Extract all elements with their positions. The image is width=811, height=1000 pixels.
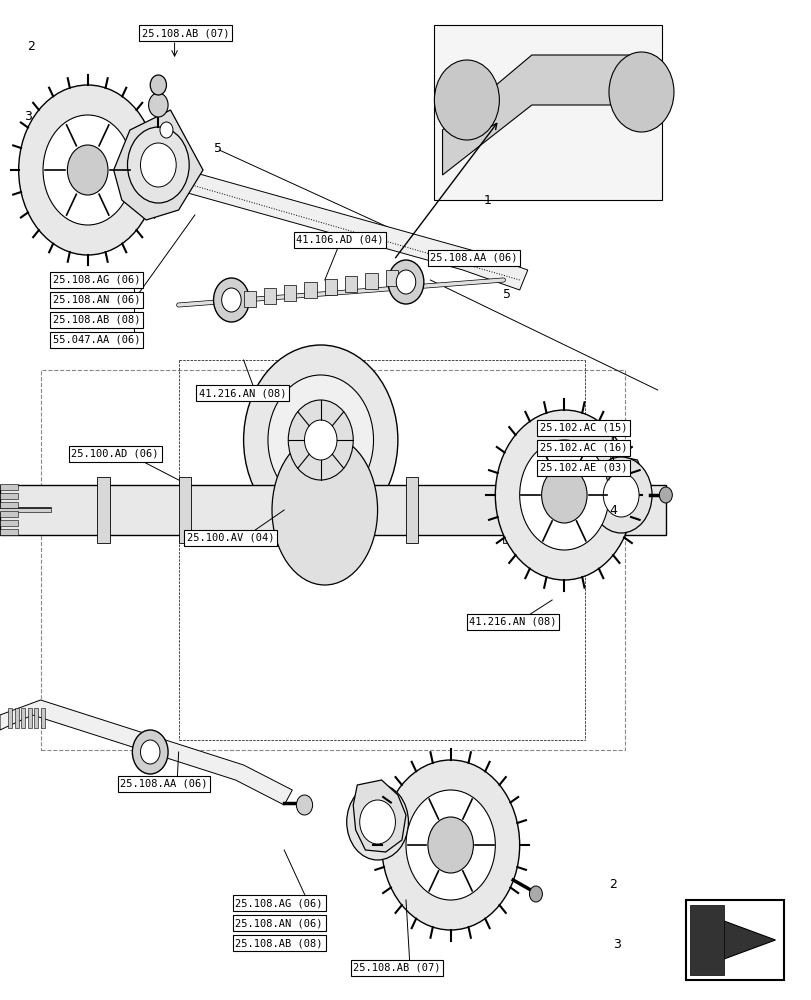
- Circle shape: [659, 487, 672, 503]
- Bar: [324, 279, 337, 295]
- Bar: [0, 520, 18, 526]
- Circle shape: [346, 784, 408, 860]
- Polygon shape: [602, 455, 645, 528]
- Circle shape: [519, 440, 608, 550]
- Text: 5: 5: [213, 141, 221, 154]
- Circle shape: [495, 410, 633, 580]
- Circle shape: [140, 740, 160, 764]
- Bar: [34, 708, 38, 728]
- Bar: [41, 708, 45, 728]
- Text: 25.108.AB (07): 25.108.AB (07): [353, 963, 440, 973]
- Text: 25.108.AB (08): 25.108.AB (08): [235, 938, 323, 948]
- Text: 2: 2: [27, 40, 35, 53]
- Circle shape: [608, 52, 673, 132]
- Circle shape: [243, 345, 397, 535]
- Circle shape: [43, 115, 132, 225]
- Text: 25.108.AG (06): 25.108.AG (06): [235, 898, 323, 908]
- Bar: [264, 288, 276, 304]
- Polygon shape: [0, 700, 292, 805]
- Text: 41.216.AN (08): 41.216.AN (08): [469, 617, 556, 627]
- Text: 4: 4: [608, 504, 616, 516]
- Circle shape: [590, 457, 651, 533]
- Text: 3: 3: [612, 938, 620, 952]
- Text: 25.100.AD (06): 25.100.AD (06): [71, 449, 159, 459]
- Circle shape: [160, 122, 173, 138]
- Text: 25.102.AC (15): 25.102.AC (15): [539, 423, 627, 433]
- Circle shape: [427, 817, 473, 873]
- Bar: [600, 477, 612, 543]
- Circle shape: [603, 473, 638, 517]
- Text: 25.108.AG (06): 25.108.AG (06): [53, 275, 140, 285]
- Bar: [0, 511, 18, 517]
- Bar: [406, 477, 418, 543]
- Bar: [0, 485, 665, 535]
- Bar: [304, 282, 316, 298]
- Bar: [503, 477, 515, 543]
- Bar: [243, 291, 255, 307]
- Circle shape: [541, 467, 586, 523]
- Circle shape: [396, 270, 415, 294]
- Text: 25.108.AN (06): 25.108.AN (06): [53, 295, 140, 305]
- Bar: [0, 529, 18, 535]
- Polygon shape: [442, 55, 653, 175]
- Text: 41.106.AD (04): 41.106.AD (04): [296, 235, 384, 245]
- Text: 5: 5: [503, 288, 511, 302]
- Circle shape: [406, 790, 495, 900]
- Bar: [0, 502, 18, 508]
- Circle shape: [213, 278, 249, 322]
- Text: 25.108.AN (06): 25.108.AN (06): [235, 918, 323, 928]
- Bar: [0, 484, 18, 490]
- Bar: [21, 708, 25, 728]
- Circle shape: [140, 143, 176, 187]
- Polygon shape: [114, 110, 203, 220]
- Circle shape: [127, 127, 189, 203]
- Polygon shape: [693, 910, 775, 970]
- Text: 3: 3: [24, 110, 32, 123]
- Bar: [434, 25, 661, 200]
- Circle shape: [381, 760, 519, 930]
- Bar: [385, 270, 397, 286]
- Bar: [28, 708, 32, 728]
- Bar: [685, 900, 783, 980]
- Circle shape: [288, 400, 353, 480]
- Text: 25.102.AC (16): 25.102.AC (16): [539, 443, 627, 453]
- Circle shape: [150, 75, 166, 95]
- Circle shape: [388, 260, 423, 304]
- Bar: [284, 285, 296, 301]
- Bar: [8, 708, 12, 728]
- Circle shape: [296, 795, 312, 815]
- Text: 1: 1: [483, 194, 491, 207]
- Bar: [365, 273, 377, 289]
- Ellipse shape: [272, 435, 377, 585]
- Bar: [178, 477, 191, 543]
- Circle shape: [434, 60, 499, 140]
- Bar: [689, 905, 723, 975]
- Text: 41.216.AN (08): 41.216.AN (08): [199, 388, 286, 398]
- Circle shape: [132, 730, 168, 774]
- Circle shape: [529, 886, 542, 902]
- Circle shape: [67, 145, 108, 195]
- Circle shape: [268, 375, 373, 505]
- Text: 25.102.AE (03): 25.102.AE (03): [539, 463, 627, 473]
- Text: 25.100.AV (04): 25.100.AV (04): [187, 533, 274, 543]
- Bar: [345, 276, 357, 292]
- Circle shape: [148, 93, 168, 117]
- Text: 25.108.AB (08): 25.108.AB (08): [53, 315, 140, 325]
- Circle shape: [359, 800, 395, 844]
- Polygon shape: [57, 150, 527, 290]
- Circle shape: [304, 420, 337, 460]
- Circle shape: [221, 288, 241, 312]
- Bar: [284, 477, 296, 543]
- Text: 25.108.AB (07): 25.108.AB (07): [142, 28, 230, 38]
- Bar: [15, 708, 19, 728]
- Bar: [97, 477, 109, 543]
- Text: 25.108.AA (06): 25.108.AA (06): [120, 779, 208, 789]
- Circle shape: [19, 85, 157, 255]
- Text: 25.108.AA (06): 25.108.AA (06): [430, 253, 517, 263]
- Bar: [0, 493, 18, 499]
- Polygon shape: [353, 780, 406, 852]
- Text: 2: 2: [608, 879, 616, 892]
- Text: 55.047.AA (06): 55.047.AA (06): [53, 335, 140, 345]
